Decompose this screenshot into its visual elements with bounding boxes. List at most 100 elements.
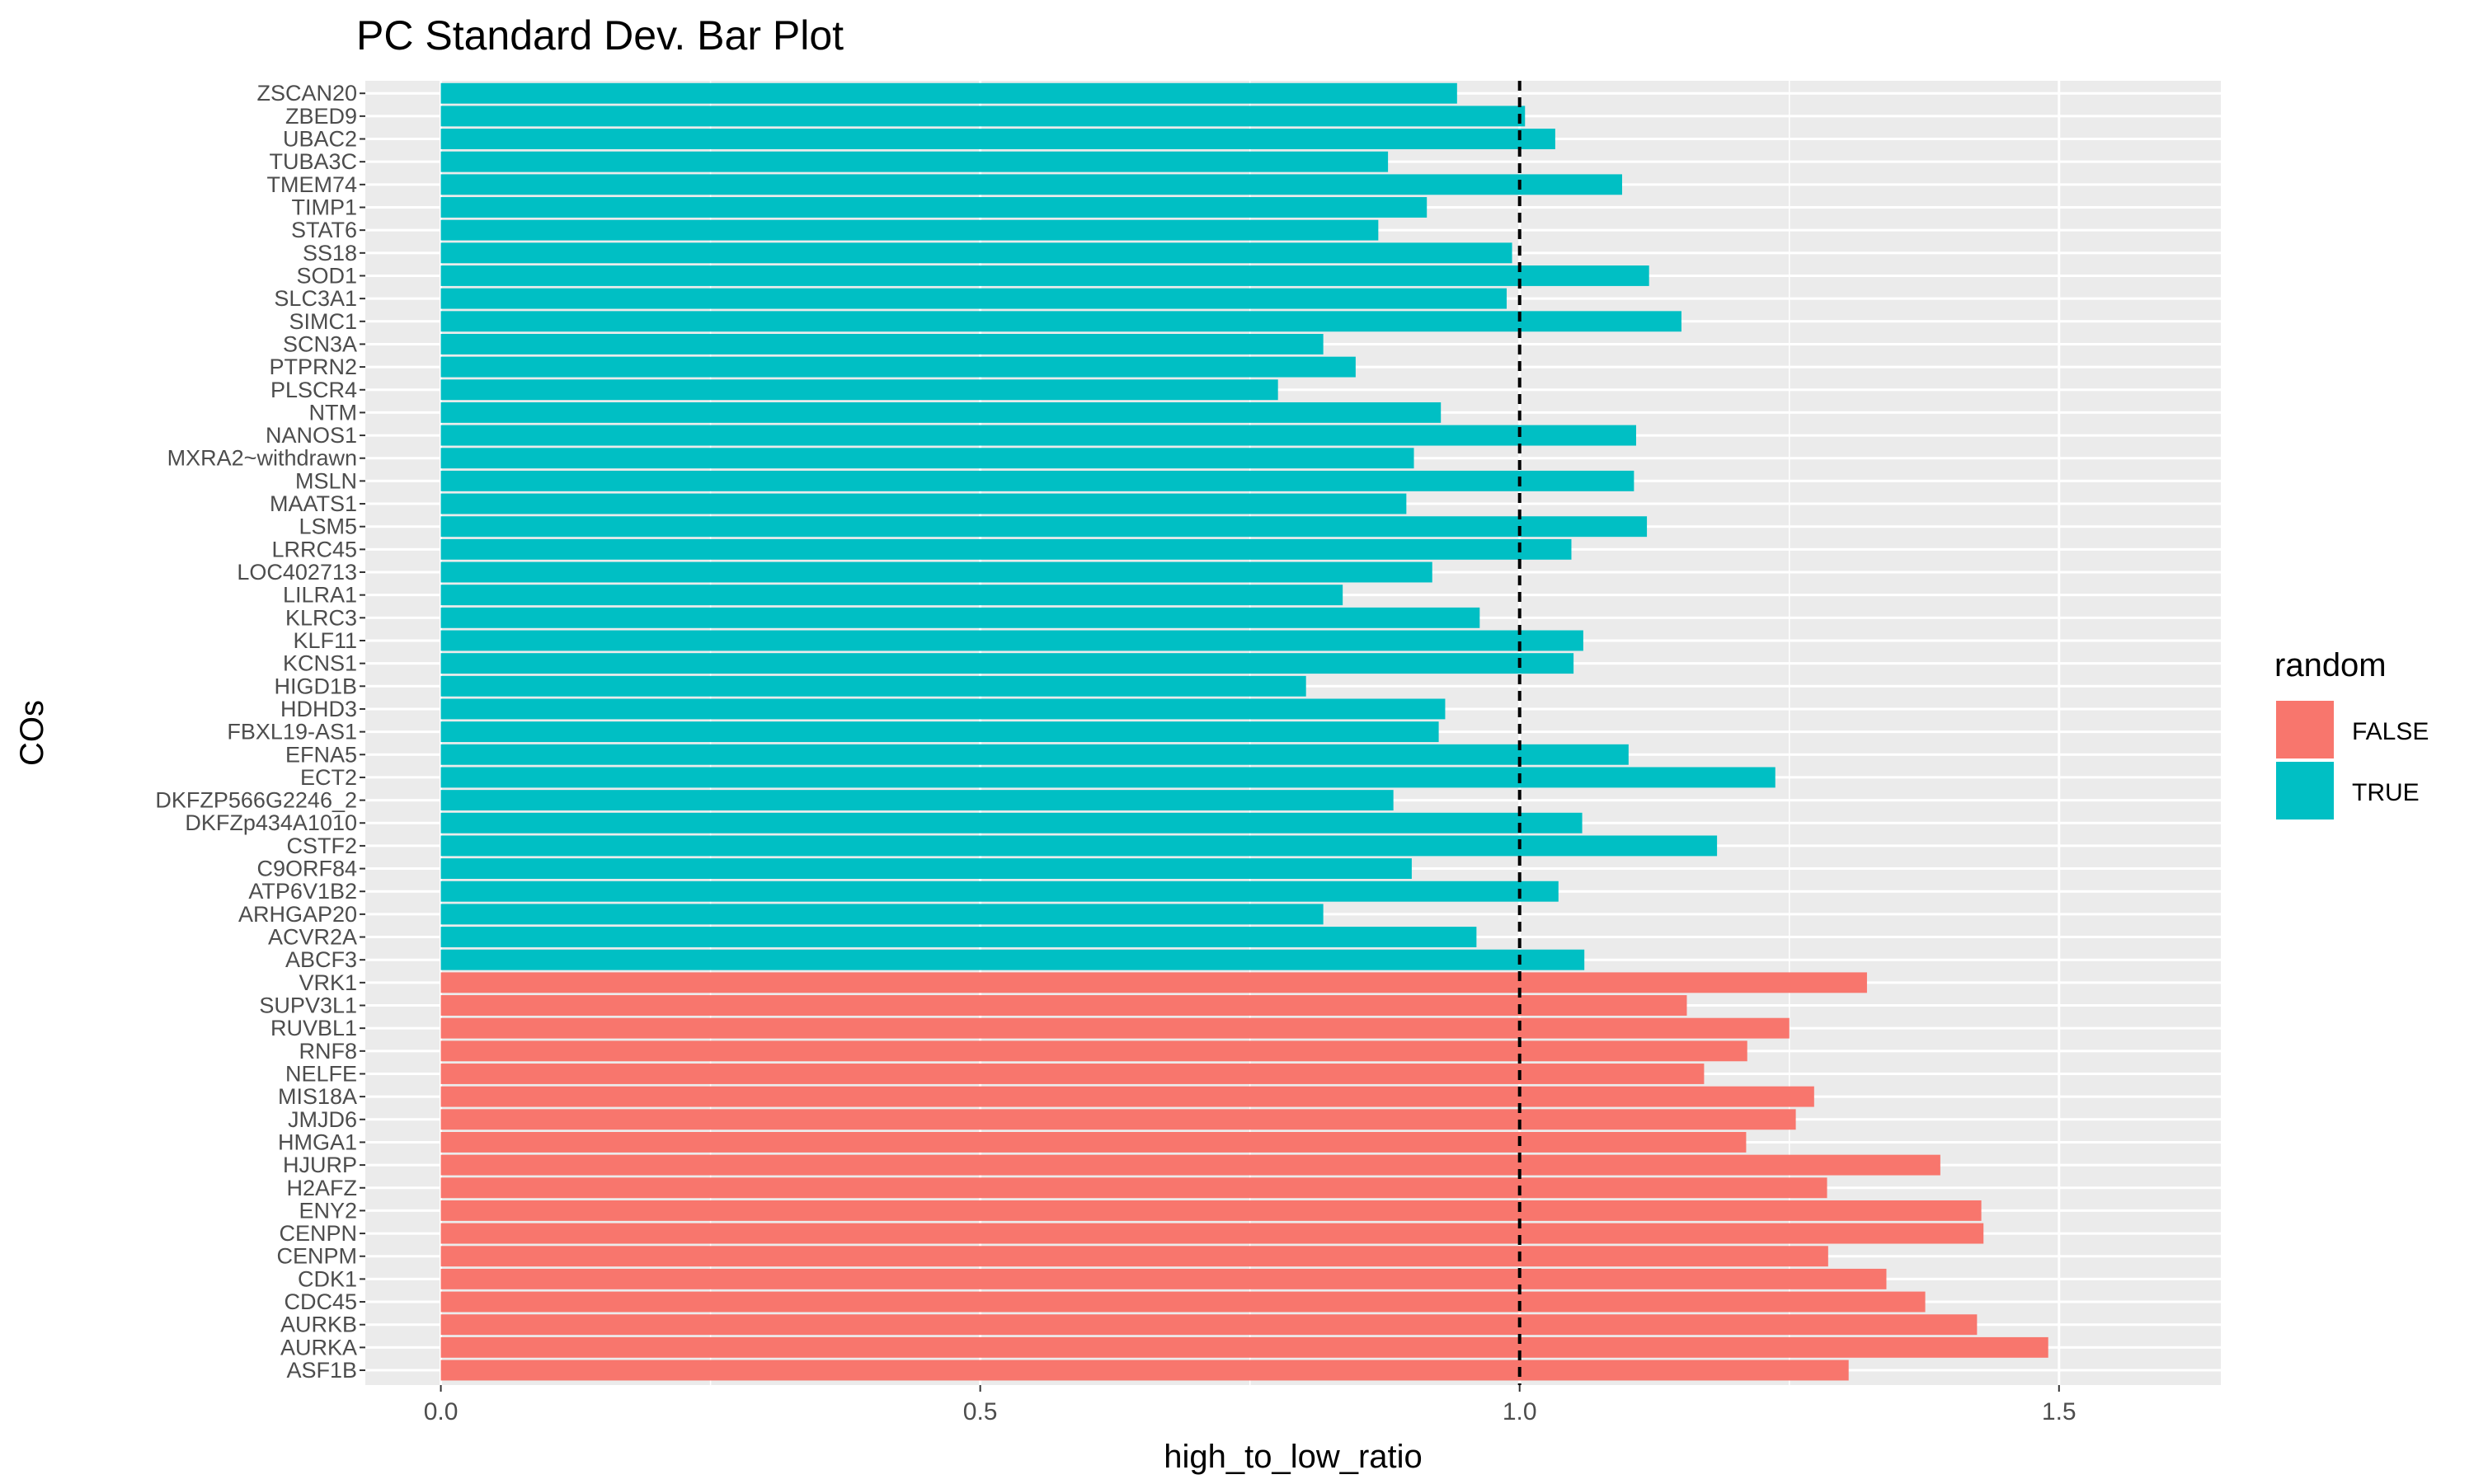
y-tick-label: KCNS1 [283, 651, 357, 676]
bar-ptprn2 [440, 356, 1356, 378]
bar-ubac2 [440, 129, 1555, 149]
bar-sod1 [440, 265, 1649, 286]
bar-klrc3 [440, 607, 1480, 628]
y-tick-label: CENPM [276, 1244, 357, 1269]
y-tick-label: ABCF3 [285, 947, 357, 972]
bar-fbxl19-as1 [440, 721, 1439, 743]
y-tick-label: ZSCAN20 [256, 81, 357, 106]
x-tick-label: 1.5 [2042, 1398, 2077, 1425]
bar-cstf2 [440, 835, 1718, 857]
y-tick-label: ENY2 [299, 1198, 357, 1223]
y-tick-label: MAATS1 [270, 491, 357, 516]
legend-swatch-true [2276, 762, 2334, 819]
bar-slc3a1 [440, 288, 1507, 309]
y-tick-label: DKFZp434A1010 [185, 810, 357, 835]
bar-hdhd3 [440, 698, 1446, 720]
y-tick-label: ECT2 [300, 765, 357, 790]
bars [440, 82, 2048, 1381]
y-tick-label: CSTF2 [286, 834, 357, 858]
y-tick-label: C9ORF84 [256, 857, 357, 881]
bar-jmjd6 [440, 1109, 1796, 1130]
bar-lrrc45 [440, 538, 1572, 560]
bar-loc402713 [440, 561, 1432, 583]
x-tick-label: 0.5 [963, 1398, 998, 1425]
y-tick-label: ATP6V1B2 [248, 879, 357, 904]
y-tick-label: TIMP1 [291, 195, 357, 219]
y-tick-label: DKFZP566G2246_2 [155, 788, 357, 813]
bar-zscan20 [440, 82, 1457, 104]
y-tick-label: PLSCR4 [270, 378, 357, 402]
bar-dkfzp566g2246-2 [440, 790, 1394, 811]
bar-lsm5 [440, 516, 1648, 538]
y-tick-label: SLC3A1 [274, 286, 357, 311]
y-tick-label: EFNA5 [285, 742, 357, 767]
y-tick-label: AURKB [280, 1313, 357, 1337]
y-tick-label: FBXL19-AS1 [227, 720, 357, 744]
bar-efna5 [440, 744, 1629, 765]
bar-atp6v1b2 [440, 881, 1559, 902]
y-tick-labels: ZSCAN20ZBED9UBAC2TUBA3CTMEM74TIMP1STAT6S… [155, 81, 365, 1383]
y-tick-label: LRRC45 [271, 537, 357, 561]
y-tick-label: SIMC1 [289, 309, 357, 334]
bar-plscr4 [440, 379, 1278, 401]
y-tick-label: TMEM74 [266, 172, 357, 197]
y-tick-label: HMGA1 [278, 1129, 357, 1154]
bar-h2afz [440, 1177, 1827, 1199]
y-tick-label: KLRC3 [285, 605, 357, 630]
y-tick-label: MXRA2~withdrawn [167, 446, 357, 471]
bar-c9orf84 [440, 858, 1412, 880]
y-tick-label: ARHGAP20 [238, 902, 357, 927]
bar-lilra1 [440, 585, 1343, 606]
y-tick-label: SUPV3L1 [259, 993, 357, 1018]
bar-nelfe [440, 1064, 1705, 1084]
bar-msln [440, 470, 1634, 491]
y-tick-label: CENPN [279, 1221, 357, 1246]
bar-cdk1 [440, 1268, 1887, 1289]
y-tick-label: LOC402713 [237, 560, 357, 585]
y-tick-label: SCN3A [283, 331, 357, 356]
bar-ntm [440, 402, 1442, 423]
x-tick-label: 1.0 [1503, 1398, 1537, 1425]
y-tick-label: LILRA1 [283, 583, 357, 608]
bar-maats1 [440, 493, 1407, 514]
y-tick-label: ACVR2A [268, 925, 357, 950]
bar-cenpm [440, 1246, 1828, 1267]
legend-title: random [2274, 647, 2387, 683]
y-tick-label: NELFE [285, 1061, 357, 1086]
y-tick-label: ZBED9 [285, 104, 357, 129]
bar-rnf8 [440, 1040, 1747, 1062]
y-tick-label: SS18 [303, 241, 357, 265]
legend-label-false: FALSE [2352, 718, 2429, 745]
bar-nanos1 [440, 425, 1636, 446]
y-tick-label: RNF8 [299, 1039, 357, 1064]
bar-acvr2a [440, 927, 1477, 947]
y-tick-label: STAT6 [291, 218, 357, 242]
y-tick-label: HDHD3 [280, 697, 357, 721]
bar-simc1 [440, 311, 1681, 332]
y-tick-label: CDC45 [284, 1289, 357, 1314]
bar-supv3l1 [440, 995, 1687, 1016]
y-tick-label: AURKA [280, 1335, 357, 1360]
bar-arhgap20 [440, 904, 1324, 925]
bar-eny2 [440, 1200, 1982, 1221]
bar-ss18 [440, 242, 1512, 264]
bar-tuba3c [440, 151, 1389, 172]
chart-title: PC Standard Dev. Bar Plot [356, 12, 844, 59]
bar-hmga1 [440, 1132, 1747, 1153]
x-tick-label: 0.0 [424, 1398, 459, 1425]
bar-klf11 [440, 630, 1583, 651]
bar-cdc45 [440, 1291, 1926, 1313]
x-axis-title: high_to_low_ratio [1164, 1439, 1423, 1475]
bar-stat6 [440, 219, 1379, 241]
y-tick-label: H2AFZ [286, 1176, 357, 1200]
legend-swatch-false [2276, 701, 2334, 758]
y-tick-label: RUVBL1 [270, 1016, 357, 1040]
bar-vrk1 [440, 972, 1867, 993]
bar-abcf3 [440, 949, 1585, 970]
y-tick-label: ASF1B [286, 1358, 357, 1383]
legend-label-true: TRUE [2352, 779, 2420, 806]
bar-ruvbl1 [440, 1017, 1790, 1039]
y-tick-label: MIS18A [278, 1084, 357, 1109]
bar-dkfzp434a1010 [440, 812, 1583, 834]
